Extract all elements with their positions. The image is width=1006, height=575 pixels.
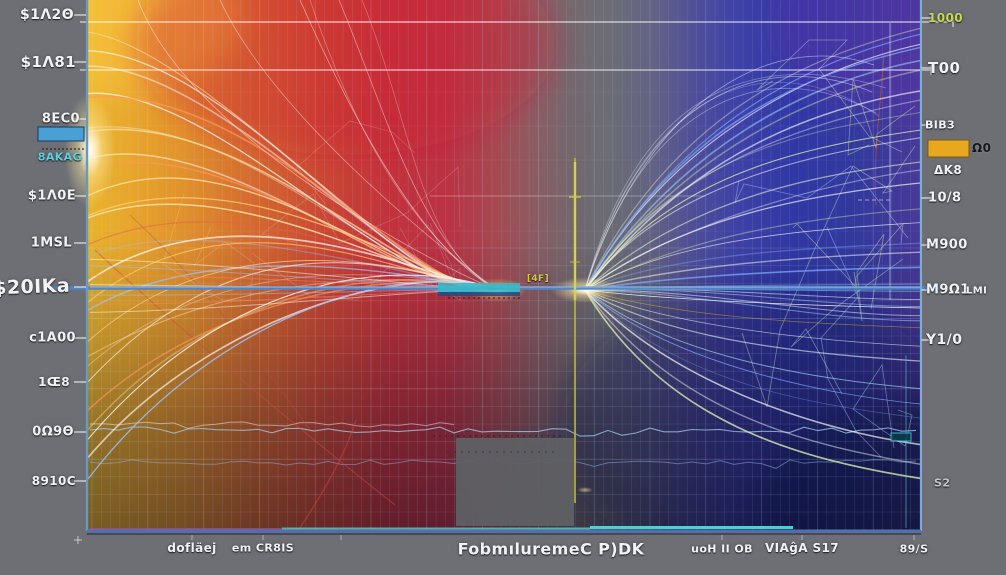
decor-rect — [456, 438, 574, 526]
decor-rect — [438, 292, 520, 296]
decor-rect — [890, 432, 912, 442]
focal-glow — [577, 487, 593, 493]
legend-right-swatch — [927, 139, 970, 158]
decor-rect — [438, 283, 520, 292]
legend-left-swatch — [37, 126, 85, 142]
